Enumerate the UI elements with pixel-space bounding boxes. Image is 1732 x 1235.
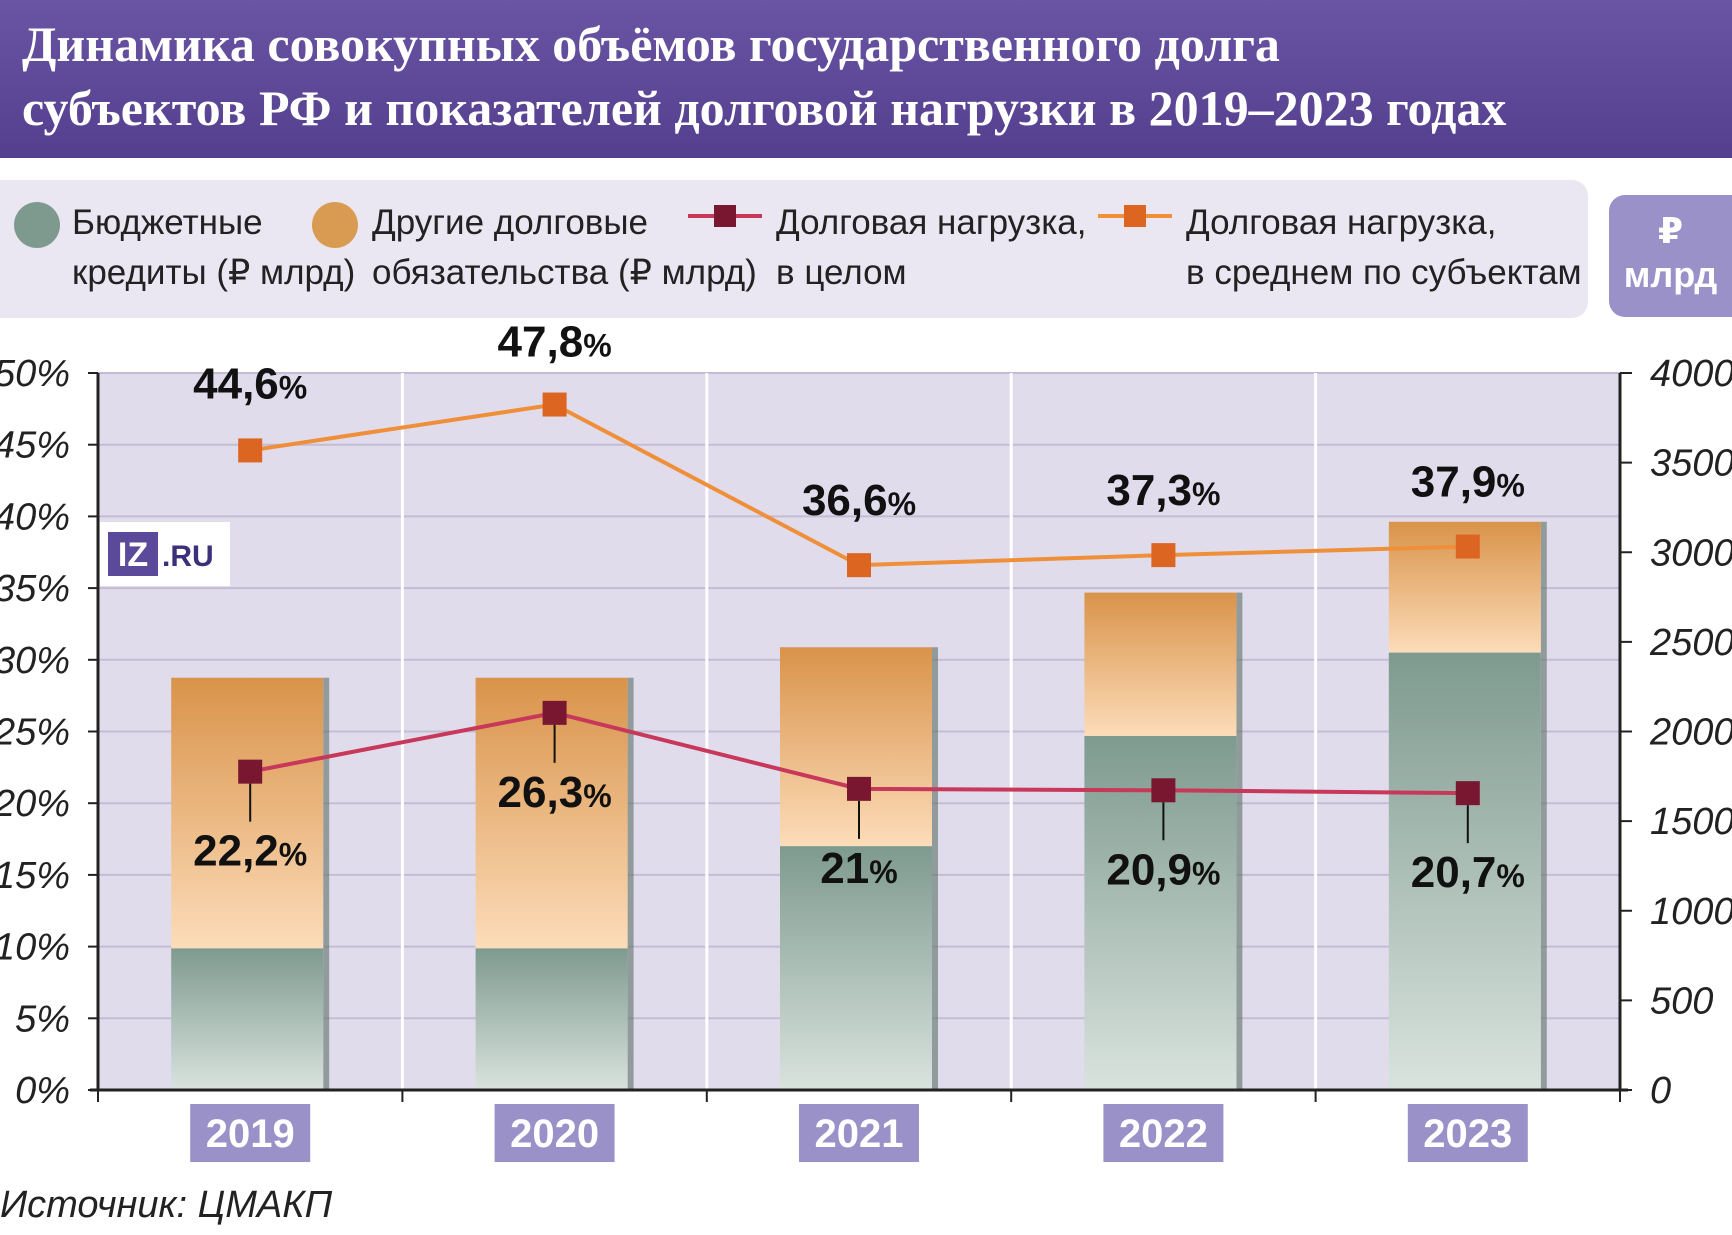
year-label-2020: 2020 [510,1112,599,1156]
legend-budget-line2: кредиты (₽ млрд) [72,253,356,292]
bar-shadow [323,677,330,1090]
left-tick-label: 15% [0,855,70,897]
load-total-point-2023 [1455,781,1480,806]
legend: Бюджетные кредиты (₽ млрд) Другие долгов… [0,180,1588,318]
year-label-2022: 2022 [1119,1112,1208,1156]
legend-load-total-line1: Долговая нагрузка, [776,203,1087,242]
legend-load-avg-line1: Долговая нагрузка, [1186,203,1497,242]
bar-shadow [1236,592,1243,1090]
load-avg-point-2022 [1151,543,1176,568]
legend-budget: Бюджетные кредиты (₽ млрд) [72,198,355,298]
title-line-1: Динамика совокупных объёмов государствен… [22,16,1280,72]
label-load-total-2020: 26,3% [498,768,612,817]
left-tick-label: 35% [0,568,70,610]
legend-load-avg: Долговая нагрузка, в среднем по субъекта… [1186,198,1582,298]
load-total-marker-icon [714,205,736,227]
legend-other-line1: Другие долговые [372,203,649,242]
load-total-point-2020 [542,700,567,725]
right-tick-label: 2500 [1649,622,1732,664]
bar-budget-2020 [475,948,628,1090]
label-load-avg-2022: 37,3% [1106,466,1220,515]
legend-other-line2: обязательства (₽ млрд) [372,253,757,292]
bar-budget-2023 [1388,652,1541,1090]
bar-other-2021 [780,647,932,847]
right-tick-label: 4000 [1650,353,1732,395]
legend-load-avg-line2: в среднем по субъектам [1186,253,1582,292]
label-load-avg-2019: 44,6% [193,359,307,408]
bar-other-2019 [171,677,324,949]
load-avg-marker-icon [1124,205,1146,227]
label-load-total-2022: 20,9% [1106,845,1220,894]
right-tick-label: 500 [1650,980,1713,1022]
left-tick-label: 25% [0,712,70,754]
label-load-total-2021: 21% [820,844,897,893]
year-box-2021 [799,1104,919,1162]
right-tick-label: 2000 [1649,712,1732,754]
header: Динамика совокупных объёмов государствен… [0,0,1732,158]
left-tick-label: 5% [15,998,70,1040]
left-tick-label: 45% [0,425,70,467]
logo-iz: IZ [118,536,148,574]
label-load-avg-2021: 36,6% [802,476,916,525]
source: Источник: ЦМАКП [0,1184,333,1226]
load-avg-point-2021 [847,553,871,578]
load-avg-point-2023 [1455,534,1480,559]
year-box-2022 [1103,1104,1224,1162]
year-label-2019: 2019 [206,1112,295,1156]
bar-other-2022 [1084,592,1237,736]
legend-load-total: Долговая нагрузка, в целом [776,198,1086,298]
year-label-2021: 2021 [815,1112,904,1156]
logo-ru: .RU [162,540,214,573]
chart: 0% 5% 10% 15% 20% 25% 30% 35% 40% 45% 50% 0 500 1000 1… [0,320,1732,1162]
left-tick-label: 50% [0,353,70,395]
other-swatch-icon [312,202,358,248]
legend-load-total-line2: в целом [776,253,907,292]
left-tick-label: 40% [0,496,70,538]
bar-shadow [1540,521,1547,1090]
right-tick-label: 3500 [1650,443,1732,485]
right-tick-label: 3000 [1650,532,1732,574]
right-tick-label: 1500 [1650,801,1732,843]
load-total-point-2021 [847,776,871,801]
year-box-2020 [494,1104,615,1162]
label-load-total-2019: 22,2% [193,827,307,876]
title-line-2: субъектов РФ и показателей долговой нагр… [22,80,1507,136]
legend-budget-line1: Бюджетные [72,203,263,242]
unit-badge: ₽ млрд [1609,195,1732,317]
unit-label: млрд [1623,254,1718,295]
bar-shadow [627,677,634,1090]
unit-currency: ₽ [1657,210,1684,251]
bar-budget-2019 [171,948,324,1090]
year-box-2019 [190,1104,311,1162]
label-load-avg-2020: 47,8% [498,320,612,367]
load-total-point-2019 [238,759,263,784]
load-avg-point-2019 [238,438,263,463]
label-load-avg-2023: 37,9% [1411,458,1525,507]
logo-iz-box [108,532,158,576]
bar-shadow [932,647,938,1090]
load-total-point-2022 [1151,778,1176,803]
bar-budget-2021 [780,846,932,1090]
left-tick-label: 20% [0,783,70,825]
year-box-2023 [1407,1104,1528,1162]
legend-other: Другие долговые обязательства (₽ млрд) [372,198,757,298]
load-avg-point-2020 [542,392,567,417]
label-load-total-2023: 20,7% [1411,848,1525,897]
logo: IZ .RU [100,522,230,586]
budget-swatch-icon [14,202,60,248]
year-label-2023: 2023 [1423,1112,1512,1156]
right-tick-label: 0 [1650,1070,1671,1112]
left-tick-label: 10% [0,927,70,969]
left-tick-label: 30% [0,640,70,682]
right-tick-label: 1000 [1650,891,1732,933]
left-tick-label: 0% [15,1070,70,1112]
